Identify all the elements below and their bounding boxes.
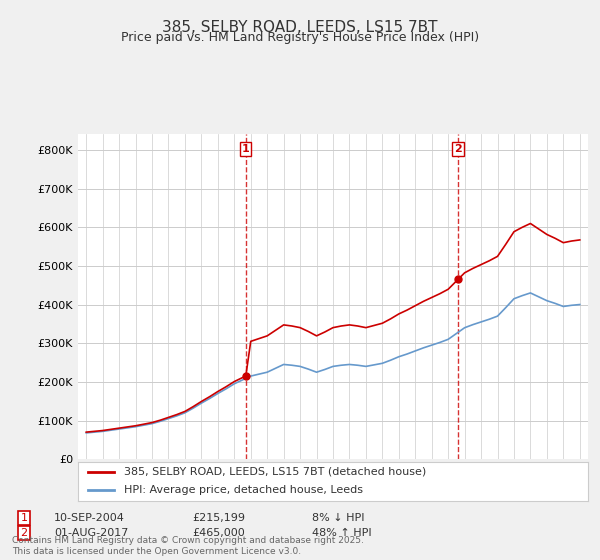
Text: 1: 1 bbox=[20, 513, 28, 523]
Text: 2: 2 bbox=[20, 528, 28, 538]
Text: Price paid vs. HM Land Registry's House Price Index (HPI): Price paid vs. HM Land Registry's House … bbox=[121, 31, 479, 44]
Text: £465,000: £465,000 bbox=[192, 528, 245, 538]
Text: 10-SEP-2004: 10-SEP-2004 bbox=[54, 513, 125, 523]
Text: 8% ↓ HPI: 8% ↓ HPI bbox=[312, 513, 365, 523]
Text: HPI: Average price, detached house, Leeds: HPI: Average price, detached house, Leed… bbox=[124, 485, 363, 495]
Text: 48% ↑ HPI: 48% ↑ HPI bbox=[312, 528, 371, 538]
Text: 385, SELBY ROAD, LEEDS, LS15 7BT (detached house): 385, SELBY ROAD, LEEDS, LS15 7BT (detach… bbox=[124, 467, 426, 477]
Text: 1: 1 bbox=[242, 144, 250, 154]
Text: £215,199: £215,199 bbox=[192, 513, 245, 523]
Text: Contains HM Land Registry data © Crown copyright and database right 2025.
This d: Contains HM Land Registry data © Crown c… bbox=[12, 536, 364, 556]
Text: 385, SELBY ROAD, LEEDS, LS15 7BT: 385, SELBY ROAD, LEEDS, LS15 7BT bbox=[162, 20, 438, 35]
Text: 01-AUG-2017: 01-AUG-2017 bbox=[54, 528, 128, 538]
Text: 2: 2 bbox=[454, 144, 462, 154]
